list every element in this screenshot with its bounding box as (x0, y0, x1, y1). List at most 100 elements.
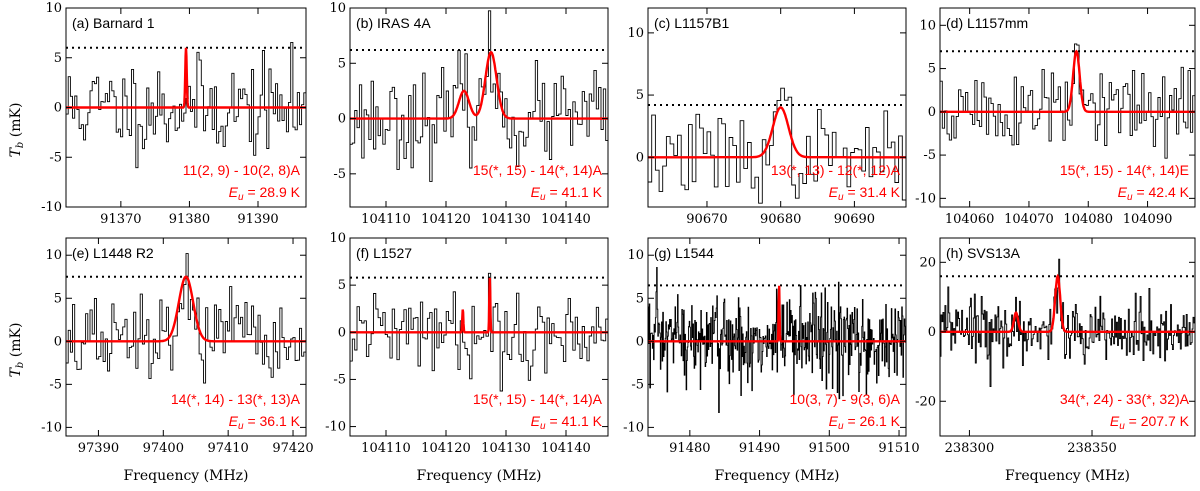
observed-spectrum (350, 272, 608, 392)
model-spectrum (66, 47, 306, 109)
panel-title: (g) L1544 (654, 245, 714, 261)
x-tick-label: 238300 (945, 441, 995, 456)
model-spectrum (648, 285, 906, 343)
x-axis-title: Frequency (MHz) (714, 468, 839, 484)
transition-label: 15(*, 15) - 14(*, 14)A (473, 391, 603, 407)
y-tick-label: 10 (919, 18, 936, 33)
observed-spectrum (350, 10, 608, 182)
x-tick-label: 91510 (878, 441, 919, 456)
x-tick-label: 104110 (361, 441, 411, 456)
y-tick-label: -10 (915, 191, 936, 206)
panel-a: -10 -5 0 5 10 91370 91380 91390 (a) Barnard 1 11(… (41, 1, 307, 227)
axes-frame (939, 237, 1196, 437)
plot-area (66, 41, 306, 169)
y-axis-title-bottom: Tb (mK) (8, 323, 26, 378)
panel-title: (b) IRAS 4A (356, 15, 431, 31)
x-tick-label: 104090 (1123, 212, 1173, 227)
svg-text:Tb (mK): Tb (mK) (8, 103, 26, 158)
model-spectrum (648, 106, 906, 159)
y-tick-label: -10 (41, 420, 62, 435)
transition-label: 11(2, 9) - 10(2, 8)A (183, 162, 301, 178)
svg-text:Tb (mK): Tb (mK) (8, 323, 26, 378)
transition-label: 15(*, 15) - 14(*, 14)A (473, 162, 603, 178)
transition-label: 15(*, 15) - 14(*, 14)E (1060, 162, 1189, 178)
y-tick-label: -20 (915, 394, 936, 409)
y-tick-label: 10 (329, 231, 346, 246)
panel-title: (c) L1157B1 (654, 15, 729, 31)
axes-frame (647, 237, 907, 437)
observed-spectrum (66, 41, 306, 169)
model-spectrum (940, 49, 1195, 113)
plot-area (350, 10, 608, 182)
model-spectrum (940, 273, 1195, 333)
axes-frame (349, 7, 609, 208)
plot-area (648, 87, 906, 204)
x-tick-label: 104130 (481, 212, 531, 227)
plot-area (940, 43, 1195, 159)
y-tick-label: 10 (329, 1, 346, 16)
plot-area (648, 266, 906, 413)
y-tick-label: -5 (333, 372, 346, 387)
observed-spectrum (940, 258, 1195, 388)
y-tick-label: 10 (627, 248, 644, 263)
y-tick-label: 0 (54, 101, 62, 116)
y-tick-label: 0 (338, 112, 346, 127)
panel-c: 0 5 10 90670 90680 90690 (c) L1157B1 13(*, 13) … (627, 7, 907, 227)
y-tick-label: 0 (54, 334, 62, 349)
plot-area (66, 253, 306, 384)
upper-energy-label: Eu = 41.1 K (531, 413, 603, 432)
plot-area (350, 272, 608, 392)
y-tick-label: -5 (923, 148, 936, 163)
upper-energy-label: Eu = 28.9 K (229, 184, 301, 203)
x-tick-label: 104120 (421, 441, 471, 456)
panel-title: (h) SVS13A (946, 245, 1021, 261)
x-tick-label: 91490 (739, 441, 780, 456)
transition-label: 10(3, 7) - 9(3, 6)A (790, 391, 901, 407)
axes-frame (647, 7, 907, 208)
transition-label: 13(*, 13) - 12(*, 12)A (771, 162, 901, 178)
x-tick-label: 104120 (421, 212, 471, 227)
x-tick-label: 104070 (1004, 212, 1054, 227)
panel-title: (a) Barnard 1 (72, 15, 155, 31)
panel-title: (d) L1157mm (946, 15, 1028, 31)
y-tick-label: 5 (338, 278, 346, 293)
model-spectrum (66, 275, 306, 343)
y-tick-label: 5 (928, 62, 936, 77)
model-spectrum (350, 277, 608, 334)
upper-energy-label: Eu = 36.1 K (229, 413, 301, 432)
x-tick-label: 90670 (686, 212, 727, 227)
axes-frame (65, 237, 307, 437)
x-tick-label: 90690 (834, 212, 875, 227)
upper-energy-label: Eu = 41.1 K (531, 184, 603, 203)
x-axis-title: Frequency (MHz) (416, 468, 541, 484)
x-tick-label: 97390 (78, 441, 119, 456)
observed-spectrum (940, 43, 1195, 159)
x-tick-label: 104080 (1063, 212, 1113, 227)
y-axis-title-top: Tb (mK) (8, 103, 26, 158)
panel-title: (e) L1448 R2 (72, 245, 154, 261)
axes-frame (349, 237, 609, 437)
transition-label: 34(*, 24) - 33(*, 32)A (1060, 391, 1190, 407)
x-tick-label: 104110 (361, 212, 411, 227)
transition-label: 14(*, 14) - 13(*, 13)A (171, 391, 301, 407)
observed-spectrum (648, 87, 906, 204)
y-tick-label: 5 (54, 291, 62, 306)
x-tick-label: 97410 (207, 441, 248, 456)
panel-b: -5 0 5 10 104110 104120 104130 104140 (b) IRAS 4… (329, 1, 609, 227)
x-tick-label: 91390 (237, 212, 278, 227)
upper-energy-label: Eu = 42.4 K (1118, 184, 1190, 203)
x-axis-title: Frequency (MHz) (1005, 468, 1130, 484)
y-tick-label: -10 (41, 200, 62, 215)
upper-energy-label: Eu = 207.7 K (1110, 413, 1190, 432)
model-spectrum (350, 50, 608, 120)
y-tick-label: -5 (49, 377, 62, 392)
y-tick-label: 0 (928, 105, 936, 120)
panel-d: -10 -5 0 5 10 104060 104070 104080 104090 (d) L11… (915, 7, 1196, 227)
observed-spectrum (648, 266, 906, 413)
y-tick-label: -5 (631, 377, 644, 392)
upper-energy-label: Eu = 26.1 K (829, 413, 901, 432)
panel-f: -10 -5 0 5 10 104110 104120 104130 104140 (f) L15… (325, 231, 609, 456)
y-tick-label: 10 (45, 1, 62, 16)
x-tick-label: 238350 (1067, 441, 1117, 456)
